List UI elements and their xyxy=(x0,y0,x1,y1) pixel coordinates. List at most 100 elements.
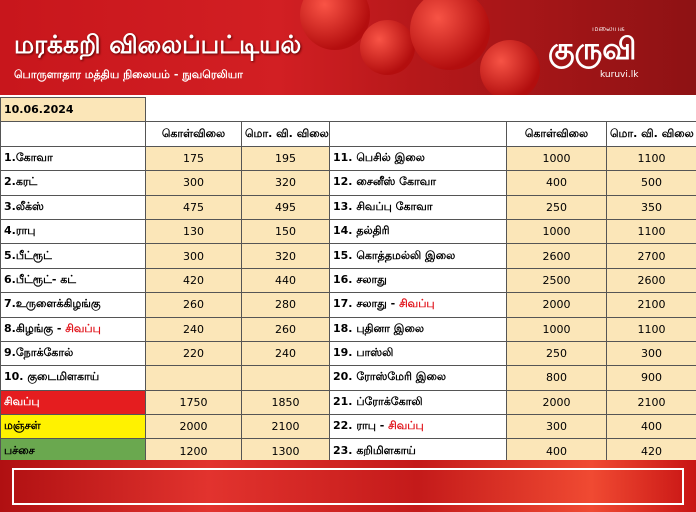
wholesale-price: 175 xyxy=(145,145,242,172)
vegetable-name: 15. கொத்தமல்லி இலை xyxy=(329,243,507,269)
vegetable-label: 9.நோக்கோல் xyxy=(4,346,74,360)
wholesale-price: 250 xyxy=(506,194,607,220)
vegetable-name: 4.ராபு xyxy=(0,218,146,245)
kuruvi-logo: மலையக குருவி kuruvi.lk xyxy=(548,24,660,84)
vegetable-name: 3.லீக்ஸ் xyxy=(0,194,146,220)
retail-price: 500 xyxy=(605,170,696,196)
vegetable-name: 22. ராபு - சிவப்பு xyxy=(329,414,507,440)
vegetable-name: 8.கிழங்கு - சிவப்பு xyxy=(0,316,146,342)
table-row: 8.கிழங்கு - சிவப்பு 240 260 18. புதினா இலை 1… xyxy=(0,316,696,342)
wholesale-price: 2600 xyxy=(506,243,607,269)
wholesale-price: 250 xyxy=(506,340,607,367)
vegetable-name: 11. பெசில் இலை xyxy=(329,145,507,172)
vegetable-label: 17. சலாது - xyxy=(333,297,400,311)
red-variant-label: சிவப்பு xyxy=(399,297,435,311)
table-row: 1.கோவா 175 195 11. பெசில் இலை 1000 1100 xyxy=(0,145,696,172)
vegetable-label: பச்சை xyxy=(4,443,35,457)
header-empty xyxy=(329,121,507,147)
retail-price: 260 xyxy=(241,316,330,342)
retail-price: 150 xyxy=(241,218,330,245)
vegetable-label: 19. பாஸ்லி xyxy=(333,346,394,360)
vegetable-name: 21. ப்ரோக்கோலி xyxy=(329,389,507,416)
vegetable-label: 23. கறிமிளகாய் xyxy=(333,443,416,457)
vegetable-name: 18. புதினா இலை xyxy=(329,316,507,342)
date-row: 10.06.2024 xyxy=(0,96,696,123)
vegetable-label: 16. சலாது xyxy=(333,272,387,286)
wholesale-price: 300 xyxy=(506,414,607,440)
vegetable-label: சிவப்பு xyxy=(4,394,40,408)
wholesale-price: 2000 xyxy=(506,389,607,416)
vegetable-label: 11. பெசில் இலை xyxy=(333,150,425,164)
retail-price: 1100 xyxy=(605,316,696,342)
vegetable-name: 6.பீட்ரூட்- கட் xyxy=(0,267,146,294)
vegetable-image xyxy=(360,20,415,75)
retail-price: 320 xyxy=(241,243,330,269)
page-title: மரக்கறி விலைப்பட்டியல் xyxy=(14,30,302,59)
price-table: 10.06.2024 கொள்விலை மொ. வி. விலை கொள்வில… xyxy=(0,96,696,464)
vegetable-name: 5.பீட்ரூட் xyxy=(0,243,146,269)
vegetable-name: பச்சை xyxy=(0,438,146,464)
wholesale-price: 475 xyxy=(145,194,242,220)
wholesale-price: 400 xyxy=(506,438,607,464)
retail-price: 300 xyxy=(605,340,696,367)
wholesale-price: 1000 xyxy=(506,316,607,342)
retail-price: 2600 xyxy=(605,267,696,294)
date-label: 10.06.2024 xyxy=(0,96,146,123)
vegetable-name: 10. குடைமிளகாய் xyxy=(0,365,146,391)
retail-price: 440 xyxy=(241,267,330,294)
red-variant-label: சிவப்பு xyxy=(388,419,424,433)
retail-price xyxy=(241,365,330,391)
vegetable-name: 12. சைனீஸ் கோவா xyxy=(329,170,507,196)
header-row: கொள்விலை மொ. வி. விலை கொள்விலை மொ. வி. வ… xyxy=(0,121,696,147)
retail-price: 240 xyxy=(241,340,330,367)
retail-price: 195 xyxy=(241,145,330,172)
vegetable-label: 15. கொத்தமல்லி இலை xyxy=(333,248,456,262)
vegetable-name: மஞ்சள் xyxy=(0,414,146,440)
header-wholesale: கொள்விலை xyxy=(145,121,242,147)
vegetable-name: 20. ரோஸ்மேரி இலை xyxy=(329,365,507,391)
vegetable-label: 4.ராபு xyxy=(4,224,36,238)
wholesale-price: 1750 xyxy=(145,389,242,416)
retail-price: 400 xyxy=(605,414,696,440)
wholesale-price: 2000 xyxy=(145,414,242,440)
retail-price: 1850 xyxy=(241,389,330,416)
vegetable-name: சிவப்பு xyxy=(0,389,146,416)
retail-price: 280 xyxy=(241,292,330,318)
vegetable-label: 8.கிழங்கு - xyxy=(4,321,66,335)
footer-vegetable-image xyxy=(0,460,696,512)
header-banner: மரக்கறி விலைப்பட்டியல் பொருளாதார மத்திய … xyxy=(0,0,696,95)
table-row: 3.லீக்ஸ் 475 495 13. சிவப்பு கோவா 250 350 xyxy=(0,194,696,220)
vegetable-name: 2.கரட் xyxy=(0,170,146,196)
wholesale-price: 2500 xyxy=(506,267,607,294)
vegetable-image xyxy=(410,0,490,70)
vegetable-label: 22. ராபு - xyxy=(333,419,389,433)
vegetable-name: 7.உருளைக்கிழங்கு xyxy=(0,292,146,318)
vegetable-label: மஞ்சள் xyxy=(4,419,41,433)
vegetable-name: 17. சலாது - சிவப்பு xyxy=(329,292,507,318)
table-row: 6.பீட்ரூட்- கட் 420 440 16. சலாது 2500 2600 xyxy=(0,267,696,294)
vegetable-label: 14. தல்திரி xyxy=(333,224,390,238)
logo-url: kuruvi.lk xyxy=(600,70,639,80)
vegetable-name: 1.கோவா xyxy=(0,145,146,172)
red-variant-label: சிவப்பு xyxy=(65,321,101,335)
retail-price: 1100 xyxy=(605,218,696,245)
header-wholesale: கொள்விலை xyxy=(506,121,607,147)
table-row: 7.உருளைக்கிழங்கு 260 280 17. சலாது - சிவப்ப… xyxy=(0,292,696,318)
wholesale-price: 260 xyxy=(145,292,242,318)
retail-price: 2100 xyxy=(241,414,330,440)
retail-price: 420 xyxy=(605,438,696,464)
vegetable-label: 12. சைனீஸ் கோவா xyxy=(333,175,436,189)
vegetable-name: 23. கறிமிளகாய் xyxy=(329,438,507,464)
wholesale-price: 130 xyxy=(145,218,242,245)
vegetable-name: 13. சிவப்பு கோவா xyxy=(329,194,507,220)
wholesale-price: 220 xyxy=(145,340,242,367)
wholesale-price: 1000 xyxy=(506,218,607,245)
vegetable-name: 19. பாஸ்லி xyxy=(329,340,507,367)
retail-price: 900 xyxy=(605,365,696,391)
table-row: 4.ராபு 130 150 14. தல்திரி 1000 1100 xyxy=(0,218,696,245)
vegetable-label: 5.பீட்ரூட் xyxy=(4,248,52,262)
retail-price: 1100 xyxy=(605,145,696,172)
wholesale-price: 300 xyxy=(145,170,242,196)
vegetable-label: 18. புதினா இலை xyxy=(333,321,424,335)
retail-price: 350 xyxy=(605,194,696,220)
